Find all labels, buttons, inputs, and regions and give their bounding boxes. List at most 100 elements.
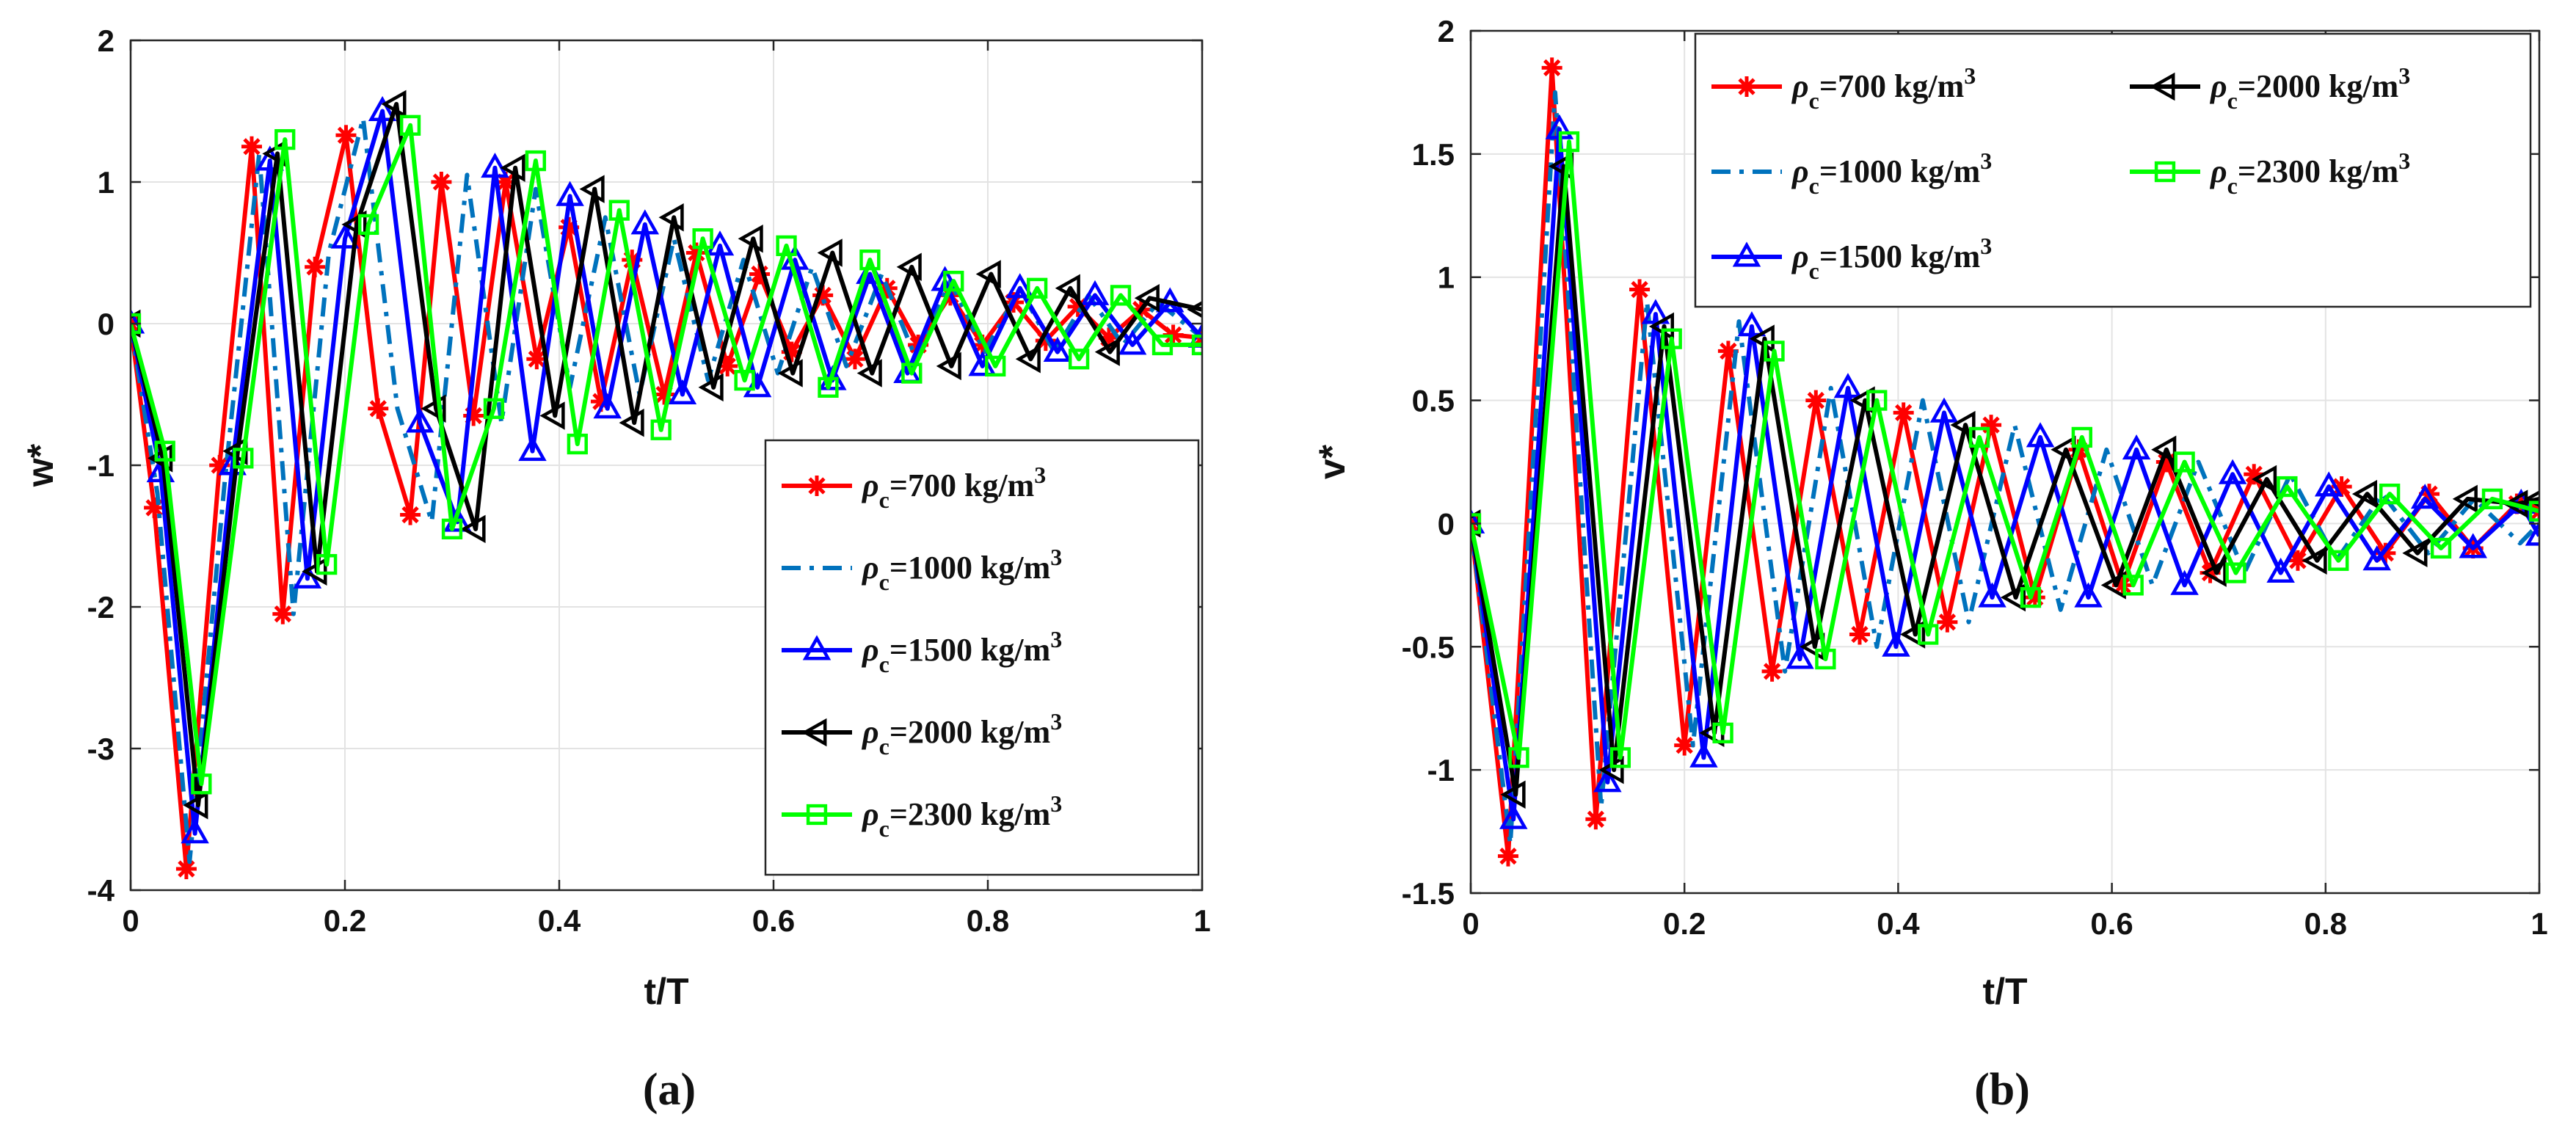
data-point bbox=[2459, 533, 2487, 558]
y-axis-label: w* bbox=[20, 443, 61, 487]
legend-marker bbox=[1732, 241, 1761, 267]
data-point bbox=[1929, 397, 1959, 423]
data-point bbox=[2122, 575, 2144, 596]
data-point bbox=[341, 210, 367, 239]
data-point bbox=[1882, 631, 1910, 657]
data-point bbox=[776, 235, 797, 257]
data-point bbox=[330, 223, 360, 249]
legend-marker bbox=[807, 476, 827, 496]
legend-entry: ρc=2300 kg/m3 bbox=[2130, 148, 2410, 199]
data-point bbox=[985, 355, 1006, 377]
data-point bbox=[738, 224, 763, 253]
data-point bbox=[1015, 344, 1041, 374]
data-point bbox=[302, 557, 327, 586]
chart-panel-b: 0 0.2 0.4 0.6 0.8 1 -1.5 -1 -0.5 0 0.5 1 1.5 2 t/T v* (b… bbox=[1311, 14, 2548, 1115]
legend-marker bbox=[2150, 72, 2175, 101]
data-point bbox=[856, 359, 882, 387]
data-point bbox=[2528, 500, 2539, 522]
y-tick-label: -1.5 bbox=[1402, 876, 1455, 911]
data-point bbox=[431, 172, 452, 192]
series-line-2 bbox=[131, 109, 1202, 836]
data-point bbox=[943, 270, 964, 292]
data-point bbox=[1055, 274, 1080, 303]
data-point bbox=[316, 553, 338, 575]
data-point bbox=[2026, 422, 2055, 448]
data-point bbox=[668, 379, 697, 404]
data-point bbox=[241, 136, 262, 157]
data-point bbox=[2020, 586, 2042, 608]
legend-entry: ρc=2000 kg/m3 bbox=[2130, 62, 2410, 114]
data-point bbox=[2351, 479, 2378, 509]
legend-entry: ρc=1500 kg/m3 bbox=[1711, 233, 1992, 284]
data-point bbox=[2503, 489, 2528, 518]
data-point bbox=[405, 407, 434, 433]
data-point bbox=[2071, 426, 2092, 448]
series-line-4 bbox=[131, 123, 1202, 787]
data-point bbox=[1849, 624, 1870, 645]
data-point bbox=[305, 256, 326, 277]
legend-label: ρc=2300 kg/m3 bbox=[2209, 148, 2410, 199]
data-point bbox=[1027, 277, 1048, 299]
legend-entry: ρc=2000 kg/m3 bbox=[782, 708, 1062, 760]
legend-label: ρc=2000 kg/m3 bbox=[2209, 62, 2410, 114]
data-point bbox=[817, 239, 843, 267]
data-point bbox=[1893, 402, 1914, 423]
data-point bbox=[936, 352, 961, 381]
legend-label: ρc=2000 kg/m3 bbox=[861, 708, 1062, 760]
data-point bbox=[2201, 558, 2227, 587]
data-point bbox=[481, 153, 509, 178]
data-point bbox=[2452, 484, 2478, 514]
legend-entry: ρc=1500 kg/m3 bbox=[782, 626, 1062, 677]
series-line-2 bbox=[1471, 127, 2539, 822]
legend-label: ρc=2300 kg/m3 bbox=[861, 790, 1062, 842]
data-point bbox=[154, 440, 175, 462]
data-point bbox=[2481, 488, 2503, 510]
legend-entry: ρc=2300 kg/m3 bbox=[782, 790, 1062, 842]
data-point bbox=[1118, 329, 1147, 355]
data-point bbox=[2074, 582, 2103, 608]
data-point bbox=[368, 95, 397, 121]
x-axis-label: t/T bbox=[1982, 971, 2027, 1012]
data-point bbox=[421, 394, 446, 423]
y-tick-label: 2 bbox=[98, 23, 114, 58]
data-point bbox=[2525, 520, 2539, 546]
data-point bbox=[272, 603, 294, 625]
y-axis-label: v* bbox=[1311, 444, 1353, 479]
y-tick-label: 0.5 bbox=[1412, 384, 1455, 418]
data-point bbox=[579, 175, 605, 203]
data-point bbox=[2302, 546, 2327, 575]
data-point bbox=[567, 433, 588, 455]
data-point bbox=[368, 398, 389, 419]
y-tick-label: -4 bbox=[87, 873, 115, 908]
data-point bbox=[777, 359, 803, 387]
data-point bbox=[975, 260, 1001, 288]
data-point bbox=[274, 128, 296, 150]
x-tick-label: 1 bbox=[2530, 906, 2547, 941]
data-point bbox=[2328, 550, 2349, 571]
series-line-0 bbox=[1471, 65, 2539, 859]
data-point bbox=[181, 818, 209, 844]
data-point bbox=[2244, 464, 2265, 485]
data-point bbox=[1471, 508, 1485, 534]
data-point bbox=[1978, 582, 2006, 608]
data-point bbox=[1849, 386, 1875, 415]
data-point bbox=[1067, 296, 1088, 317]
data-point bbox=[1585, 809, 1607, 830]
data-point bbox=[2362, 545, 2391, 571]
data-point bbox=[1134, 284, 1160, 313]
series-line-3 bbox=[1471, 164, 2539, 797]
data-point bbox=[2225, 562, 2246, 583]
data-point bbox=[1080, 280, 1110, 305]
x-tick-label: 0.6 bbox=[2090, 906, 2133, 941]
legend-marker bbox=[2154, 161, 2176, 183]
y-tick-label: -2 bbox=[87, 590, 114, 625]
data-point bbox=[500, 153, 525, 182]
data-point bbox=[1508, 747, 1529, 768]
data-point bbox=[896, 252, 922, 282]
data-point bbox=[1151, 334, 1174, 356]
legend-label: ρc=700 kg/m3 bbox=[861, 462, 1046, 513]
data-point bbox=[692, 228, 713, 250]
data-point bbox=[859, 250, 881, 271]
data-point bbox=[1661, 328, 1682, 349]
data-point bbox=[1609, 747, 1631, 768]
